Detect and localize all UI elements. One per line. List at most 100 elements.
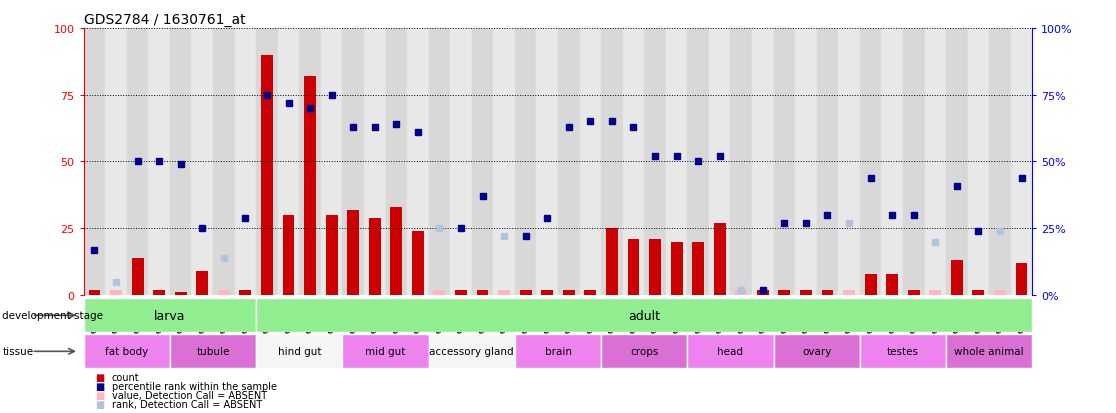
Bar [213, 29, 234, 295]
Bar [687, 335, 773, 368]
Bar [714, 223, 725, 295]
Bar [537, 29, 558, 295]
Bar [968, 29, 989, 295]
Bar [391, 207, 402, 295]
Text: rank, Detection Call = ABSENT: rank, Detection Call = ABSENT [112, 399, 262, 409]
Bar [821, 290, 834, 295]
Bar [773, 29, 795, 295]
Bar [562, 290, 575, 295]
Bar [989, 29, 1011, 295]
Bar [795, 29, 817, 295]
Bar [585, 290, 596, 295]
Text: larva: larva [154, 309, 185, 322]
Bar [407, 29, 429, 295]
Bar [450, 29, 472, 295]
Bar [644, 29, 666, 295]
Bar [514, 29, 537, 295]
Text: accessory gland: accessory gland [430, 347, 514, 356]
Bar [305, 77, 316, 295]
Bar [627, 240, 639, 295]
Bar [110, 290, 122, 295]
Bar [261, 55, 273, 295]
Bar [257, 335, 343, 368]
Text: percentile rank within the sample: percentile rank within the sample [112, 381, 277, 391]
Bar [127, 29, 148, 295]
Text: tissue: tissue [2, 347, 33, 356]
Text: ovary: ovary [802, 347, 831, 356]
Text: development stage: development stage [2, 311, 104, 320]
Bar [148, 29, 170, 295]
Bar [170, 29, 192, 295]
Bar [493, 29, 514, 295]
Bar [514, 335, 602, 368]
Bar [951, 261, 963, 295]
Bar [412, 231, 424, 295]
Bar [757, 290, 769, 295]
Bar [175, 293, 186, 295]
Text: hind gut: hind gut [278, 347, 321, 356]
Text: whole animal: whole animal [954, 347, 1024, 356]
Text: tubule: tubule [196, 347, 230, 356]
Bar [687, 29, 709, 295]
Bar [170, 335, 257, 368]
Bar [153, 290, 165, 295]
Bar [752, 29, 773, 295]
Text: ■: ■ [95, 390, 104, 400]
Bar [343, 335, 429, 368]
Bar [606, 229, 618, 295]
Bar [924, 29, 946, 295]
Bar [666, 29, 687, 295]
Bar [455, 290, 466, 295]
Bar [671, 242, 683, 295]
Bar [773, 335, 859, 368]
Bar [946, 335, 1032, 368]
Bar [472, 29, 493, 295]
Bar [234, 29, 257, 295]
Bar [84, 29, 105, 295]
Text: ■: ■ [95, 372, 104, 382]
Bar [843, 290, 855, 295]
Text: adult: adult [628, 309, 661, 322]
Bar [343, 29, 364, 295]
Text: head: head [718, 347, 743, 356]
Bar [326, 216, 337, 295]
Bar [278, 29, 299, 295]
Bar [368, 218, 381, 295]
Bar [886, 274, 898, 295]
Bar [541, 290, 554, 295]
Bar [650, 240, 661, 295]
Bar [1016, 263, 1028, 295]
Bar [972, 290, 984, 295]
Text: mid gut: mid gut [365, 347, 406, 356]
Bar [132, 258, 144, 295]
Bar [930, 290, 941, 295]
Text: GDS2784 / 1630761_at: GDS2784 / 1630761_at [84, 12, 246, 26]
Bar [257, 299, 1032, 332]
Bar [347, 210, 359, 295]
Bar [907, 290, 920, 295]
Bar [800, 290, 811, 295]
Bar [282, 216, 295, 295]
Bar [692, 242, 704, 295]
Bar [257, 29, 278, 295]
Bar [779, 290, 790, 295]
Bar [498, 290, 510, 295]
Bar [240, 290, 251, 295]
Bar [903, 29, 924, 295]
Bar [364, 29, 385, 295]
Bar [623, 29, 644, 295]
Bar [433, 290, 445, 295]
Bar [320, 29, 343, 295]
Bar [429, 335, 514, 368]
Bar [994, 290, 1006, 295]
Bar [1011, 29, 1032, 295]
Bar [218, 290, 230, 295]
Bar [558, 29, 579, 295]
Text: value, Detection Call = ABSENT: value, Detection Call = ABSENT [112, 390, 267, 400]
Bar [192, 29, 213, 295]
Bar [859, 29, 882, 295]
Bar [299, 29, 320, 295]
Bar [865, 274, 876, 295]
Bar [946, 29, 968, 295]
Text: ■: ■ [95, 399, 104, 409]
